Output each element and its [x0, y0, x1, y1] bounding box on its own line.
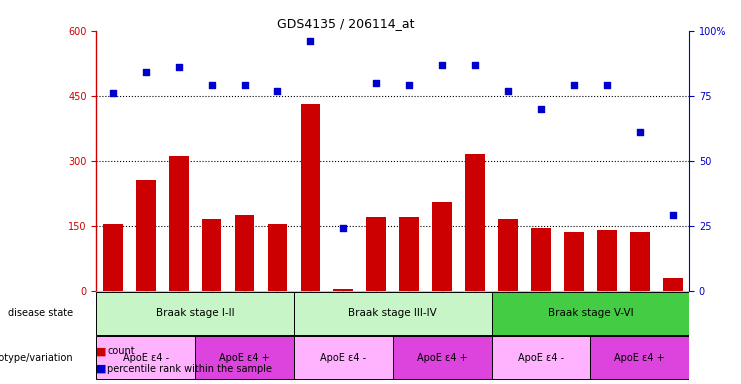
Point	[206, 82, 218, 88]
Bar	[294, 336, 393, 379]
Bar	[491, 336, 591, 379]
Text: ApoE ε4 -: ApoE ε4 -	[320, 353, 366, 363]
Point	[535, 106, 547, 112]
Text: ■: ■	[96, 364, 107, 374]
Point	[337, 225, 349, 232]
Point	[436, 61, 448, 68]
Point	[140, 69, 152, 75]
Point	[502, 88, 514, 94]
Point	[634, 129, 645, 135]
Bar	[103, 224, 123, 291]
Bar	[399, 217, 419, 291]
Bar	[333, 289, 353, 291]
Text: ApoE ε4 -: ApoE ε4 -	[518, 353, 564, 363]
Bar	[301, 104, 320, 291]
Text: ApoE ε4 +: ApoE ε4 +	[614, 353, 665, 363]
Bar	[393, 336, 491, 379]
Bar	[366, 217, 386, 291]
Bar	[268, 224, 288, 291]
Bar	[96, 292, 294, 335]
Bar	[169, 157, 188, 291]
Point	[239, 82, 250, 88]
Text: percentile rank within the sample: percentile rank within the sample	[107, 364, 273, 374]
Bar	[465, 154, 485, 291]
Bar	[491, 292, 689, 335]
Bar	[630, 232, 650, 291]
Bar	[564, 232, 584, 291]
Text: Braak stage III-IV: Braak stage III-IV	[348, 308, 437, 318]
Bar	[294, 292, 491, 335]
Point	[305, 38, 316, 44]
Bar	[195, 336, 294, 379]
Point	[370, 80, 382, 86]
Text: ApoE ε4 +: ApoE ε4 +	[219, 353, 270, 363]
Point	[667, 212, 679, 218]
Bar	[432, 202, 452, 291]
Bar	[597, 230, 617, 291]
Point	[601, 82, 613, 88]
Point	[403, 82, 415, 88]
Point	[469, 61, 481, 68]
Bar	[531, 228, 551, 291]
Bar	[498, 219, 518, 291]
Text: Braak stage I-II: Braak stage I-II	[156, 308, 234, 318]
Bar	[662, 278, 682, 291]
Text: ■: ■	[96, 346, 107, 356]
Text: Braak stage V-VI: Braak stage V-VI	[548, 308, 633, 318]
Point	[173, 64, 185, 70]
Bar	[591, 336, 689, 379]
Point	[271, 88, 283, 94]
Bar	[235, 215, 254, 291]
Text: disease state: disease state	[8, 308, 73, 318]
Bar	[96, 336, 195, 379]
Text: count: count	[107, 346, 135, 356]
Bar	[136, 180, 156, 291]
Point	[107, 90, 119, 96]
Text: genotype/variation: genotype/variation	[0, 353, 73, 363]
Text: ApoE ε4 +: ApoE ε4 +	[417, 353, 468, 363]
Point	[568, 82, 579, 88]
Bar	[202, 219, 222, 291]
Text: ApoE ε4 -: ApoE ε4 -	[123, 353, 169, 363]
Title: GDS4135 / 206114_at: GDS4135 / 206114_at	[276, 17, 414, 30]
